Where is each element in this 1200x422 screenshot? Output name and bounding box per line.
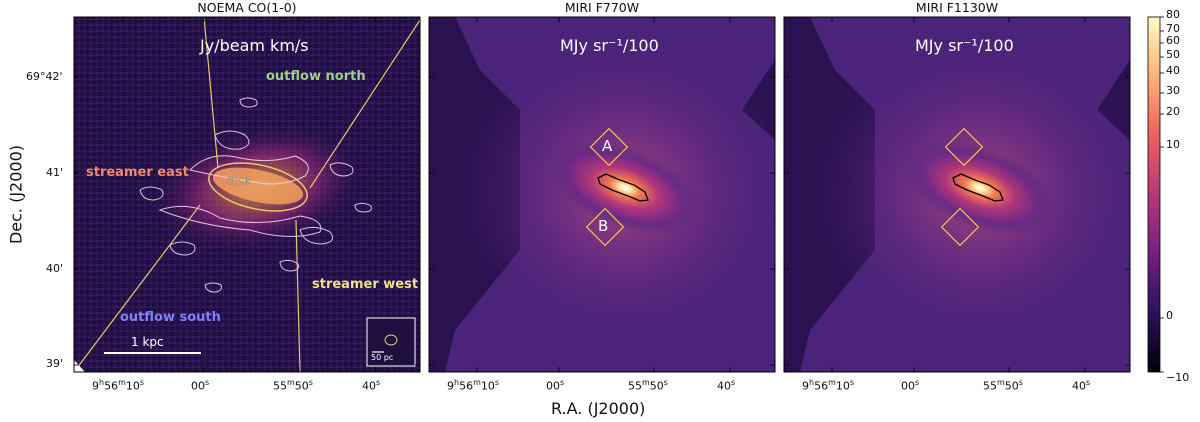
xtick-label: 9h56m10s: [92, 378, 145, 393]
f1130w-disk-contour: [952, 173, 1004, 202]
ytick-label: 40': [46, 262, 64, 275]
xtick-label: 00s: [546, 378, 565, 393]
f770w-disk-contour: [597, 173, 649, 202]
panel-f1130w: [783, 16, 1131, 373]
xtick-label: 00s: [191, 378, 210, 393]
colorbar-tick-label: 30: [1166, 84, 1180, 97]
region-label-a: A: [602, 137, 613, 155]
colorbar-tick-label: 80: [1166, 8, 1180, 21]
colorbar-tick-label: −10: [1166, 371, 1190, 384]
axis-ticks: [74, 16, 1164, 373]
ytick-label: 69°42': [26, 70, 63, 83]
label-outflow-north: outflow north: [266, 69, 366, 84]
colorbar-tick-label: 10: [1166, 138, 1180, 151]
panel-title-noema: NOEMA CO(1-0): [197, 0, 297, 15]
panel-title-f770w: MIRI F770W: [564, 0, 640, 15]
unit-label-noema: Jy/beam km/s: [200, 36, 309, 55]
co-emission-core: [212, 167, 304, 205]
label-disk: disk: [226, 174, 253, 189]
colorbar-tick-label: 40: [1166, 64, 1180, 77]
guide-lines: [74, 17, 420, 372]
xtick-label: 9h56m10s: [447, 378, 500, 393]
beam-marker: [74, 360, 85, 372]
xtick-label: 55m50s: [273, 378, 313, 393]
panel-noema-frame: [73, 16, 421, 373]
xtick-label: 40s: [1072, 378, 1091, 393]
y-axis-label: Dec. (J2000): [6, 144, 26, 245]
xtick-label: 00s: [901, 378, 920, 393]
co-contours: [139, 97, 372, 293]
region-box-a-f1130w: [944, 127, 984, 167]
region-box-b-f1130w: [940, 207, 980, 247]
xtick-label: 40s: [717, 378, 736, 393]
colorbar: [1147, 16, 1161, 373]
region-box-a: [589, 127, 629, 167]
disk-ellipse: [208, 162, 308, 212]
label-streamer-east: streamer east: [86, 165, 189, 180]
label-outflow-south: outflow south: [120, 310, 221, 325]
f770w-glow: [548, 141, 702, 235]
region-box-b: [585, 207, 625, 247]
label-streamer-west: streamer west: [312, 277, 419, 292]
unit-label-f770w: MJy sr⁻¹/100: [560, 36, 659, 55]
beam-inset: [366, 317, 416, 367]
xtick-label: 55m50s: [983, 378, 1023, 393]
panel-noema: [73, 16, 421, 373]
colorbar-tick-label: 60: [1166, 34, 1180, 47]
colorbar-gradient: [1147, 16, 1161, 373]
colorbar-tick-label: 0: [1166, 309, 1173, 322]
panel-f770w: [428, 16, 776, 373]
inset-scalebar-label: 50 pc: [371, 353, 394, 362]
region-label-b: B: [598, 217, 609, 235]
xtick-label: 9h56m10s: [802, 378, 855, 393]
unit-label-f1130w: MJy sr⁻¹/100: [915, 36, 1014, 55]
xtick-label: 40s: [362, 378, 381, 393]
ytick-label: 39': [46, 357, 64, 370]
scalebar-label: 1 kpc: [131, 335, 164, 349]
colorbar-tick-label: 20: [1166, 105, 1180, 118]
panel-title-f1130w: MIRI F1130W: [915, 0, 999, 15]
f1130w-glow: [903, 141, 1057, 235]
colorbar-tick-label: 70: [1166, 22, 1180, 35]
ytick-label: 41': [46, 166, 64, 179]
xtick-label: 55m50s: [628, 378, 668, 393]
colorbar-tick-label: 50: [1166, 48, 1180, 61]
x-axis-label: R.A. (J2000): [551, 399, 646, 418]
